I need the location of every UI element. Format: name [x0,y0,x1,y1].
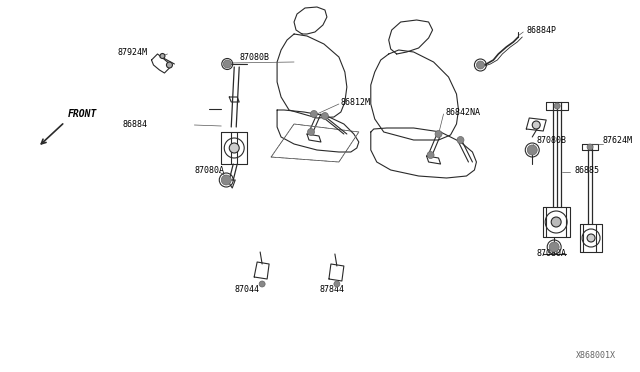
Text: 87844: 87844 [319,285,344,295]
Circle shape [310,110,317,118]
Text: 87624M: 87624M [602,135,632,144]
Text: 87044: 87044 [235,285,260,295]
Circle shape [457,137,464,144]
Text: 86812M: 86812M [341,97,371,106]
Circle shape [587,144,593,150]
Circle shape [166,62,172,68]
Text: 87080A: 87080A [195,166,225,174]
Circle shape [221,175,231,185]
Text: 86885: 86885 [574,166,599,174]
Circle shape [427,151,434,158]
Circle shape [527,145,537,155]
Circle shape [551,217,561,227]
Text: 86842NA: 86842NA [445,108,481,116]
Circle shape [307,128,314,135]
Text: 87080A: 87080A [536,250,566,259]
Text: 87080B: 87080B [536,135,566,144]
Text: 86884P: 86884P [526,26,556,35]
Text: X868001X: X868001X [576,351,616,360]
Circle shape [435,131,442,138]
Circle shape [321,112,328,119]
Text: FRONT: FRONT [68,109,97,119]
Circle shape [549,242,559,252]
Text: 87080B: 87080B [239,52,269,61]
Circle shape [334,281,340,287]
Text: 87924M: 87924M [118,48,147,57]
Circle shape [587,234,595,242]
Circle shape [532,121,540,129]
Text: 86884: 86884 [122,119,147,128]
Circle shape [223,60,231,68]
Circle shape [229,143,239,153]
Circle shape [476,61,484,69]
Circle shape [259,281,265,287]
Circle shape [554,103,560,109]
Circle shape [160,54,165,58]
